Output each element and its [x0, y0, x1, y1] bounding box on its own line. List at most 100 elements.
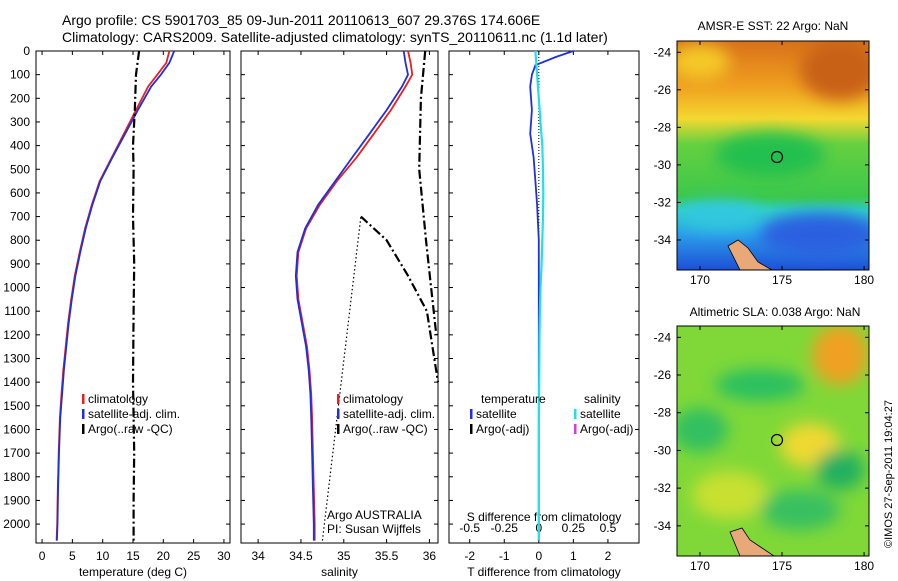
series-satellite — [56, 50, 176, 541]
argo-position-marker — [770, 433, 784, 447]
sla-map-frame — [676, 325, 870, 557]
x-tick-label: 10 — [96, 549, 110, 563]
depth-tick-label: 1100 — [4, 304, 30, 318]
map-lat-label: -28 — [654, 120, 672, 134]
legend-label: Argo(..raw -QC) — [343, 422, 428, 436]
legend-swatch — [470, 424, 473, 434]
depth-tick-label: 1900 — [3, 493, 30, 507]
depth-tick-label: 700 — [10, 210, 30, 224]
depth-tick-label: 0 — [23, 44, 30, 58]
legend-title-salinity: salinity — [584, 392, 621, 406]
x-tick-label: 1 — [570, 549, 577, 563]
legend-swatch — [574, 424, 577, 434]
depth-tick-label: 200 — [10, 91, 30, 105]
sla-map: Altimetric SLA: 0.038 Argo: NaN -24 -26 -2… — [654, 305, 875, 573]
map-lat-label: -30 — [654, 158, 672, 172]
difference-panel: -2 -1 0 1 2 T difference from climatology -0.5… — [448, 50, 640, 579]
series-salinity-satellite — [534, 50, 545, 541]
legend-swatch — [82, 424, 85, 434]
map-lat-label: -34 — [654, 233, 672, 247]
legend-label: climatology — [343, 392, 403, 406]
depth-tick-label: 800 — [10, 233, 30, 247]
header-line2: Climatology: CARS2009. Satellite-adjuste… — [62, 29, 608, 45]
x-tick-label: 34.5 — [289, 549, 313, 563]
s-diff-tick-label: 0.5 — [600, 521, 617, 535]
depth-tick-label: 1700 — [3, 446, 30, 460]
x-tick-label: 5 — [69, 549, 76, 563]
map-lat-label: -24 — [654, 45, 672, 59]
x-tick-label: 35.5 — [375, 549, 399, 563]
depth-tick-label: 1200 — [3, 328, 30, 342]
map-lon-label: 170 — [690, 273, 710, 287]
x-tick-label: 15 — [126, 549, 140, 563]
credit-text: ©IMOS 27-Sep-2011 19:04:27 — [883, 400, 895, 548]
legend-swatch — [82, 409, 85, 419]
legend-title-temperature: temperature — [481, 392, 546, 406]
map-lat-label: -32 — [654, 481, 672, 495]
series-satellite — [294, 50, 409, 541]
x-tick-label: 0 — [535, 549, 542, 563]
legend-label: satellite — [476, 407, 517, 421]
map-lat-label: -28 — [654, 406, 672, 420]
header-line1: Argo profile: CS 5901703_85 09-Jun-2011 … — [62, 12, 540, 28]
legend-label: Argo(-adj) — [476, 422, 529, 436]
legend-label: satellite — [580, 407, 621, 421]
depth-tick-label: 500 — [10, 162, 30, 176]
x-axis-label: temperature (deg C) — [79, 565, 187, 579]
depth-tick-label: 1800 — [3, 470, 30, 484]
s-diff-tick-label: -0.25 — [491, 521, 519, 535]
map-lat-label: -26 — [654, 368, 672, 382]
legend-label: satellite-adj. clim. — [88, 407, 180, 421]
depth-tick-label: 1600 — [3, 422, 30, 436]
depth-tick-label: 2000 — [3, 517, 30, 531]
x-tick-label: -2 — [464, 549, 475, 563]
x-axis-label: T difference from climatology — [467, 565, 621, 579]
series-argo — [418, 50, 438, 335]
series-argo — [131, 50, 141, 541]
depth-tick-label: 1000 — [3, 281, 30, 295]
map-lat-label: -26 — [654, 83, 672, 97]
x-tick-label: 2 — [605, 549, 612, 563]
legend-swatch — [337, 409, 340, 419]
depth-tick-label: 1300 — [3, 352, 30, 366]
series-argo — [360, 215, 440, 383]
x-tick-label: 20 — [157, 549, 171, 563]
legend-label: Argo(-adj) — [580, 422, 633, 436]
x-tick-label: -1 — [499, 549, 510, 563]
sst-map-title: AMSR-E SST: 22 Argo: NaN — [698, 19, 849, 33]
sst-map: AMSR-E SST: 22 Argo: NaN -24 -26 -28 -30 -32… — [654, 19, 875, 287]
x-tick-label: 25 — [187, 549, 201, 563]
salinity-panel: 34 34.5 35 35.5 36 salinity climatologysatelli… — [240, 50, 440, 579]
legend-swatch — [470, 409, 473, 419]
legend-swatch — [337, 394, 340, 404]
map-lon-label: 175 — [772, 559, 792, 573]
legend-label: satellite-adj. clim. — [343, 407, 435, 421]
x-tick-label: 35 — [337, 549, 351, 563]
x-tick-label: 0 — [39, 549, 46, 563]
legend-label: climatology — [88, 392, 148, 406]
map-lon-label: 175 — [772, 273, 792, 287]
legend-swatch — [574, 409, 577, 419]
temperature-panel: 0100200300400500600700800900100011001200… — [3, 44, 231, 579]
depth-tick-label: 900 — [10, 257, 30, 271]
map-lat-label: -24 — [654, 330, 672, 344]
depth-tick-label: 600 — [10, 186, 30, 200]
map-lat-label: -30 — [654, 443, 672, 457]
depth-tick-label: 1500 — [3, 399, 30, 413]
sla-map-title: Altimetric SLA: 0.038 Argo: NaN — [690, 305, 861, 319]
note-pi: PI: Susan Wijffels — [327, 522, 421, 536]
legend-swatch — [337, 424, 340, 434]
map-lat-label: -34 — [654, 519, 672, 533]
s-diff-axis-label: S difference from climatology — [467, 510, 622, 524]
note-argo-australia: Argo AUSTRALIA — [327, 508, 422, 522]
difference-panel-frame — [448, 50, 640, 544]
map-lon-label: 180 — [854, 559, 874, 573]
map-lat-label: -32 — [654, 195, 672, 209]
depth-tick-label: 100 — [10, 68, 30, 82]
x-tick-label: 36 — [423, 549, 437, 563]
land-shape — [729, 527, 775, 556]
s-diff-tick-label: 0.25 — [562, 521, 586, 535]
legend-swatch — [82, 394, 85, 404]
salinity-panel-frame — [240, 50, 439, 544]
